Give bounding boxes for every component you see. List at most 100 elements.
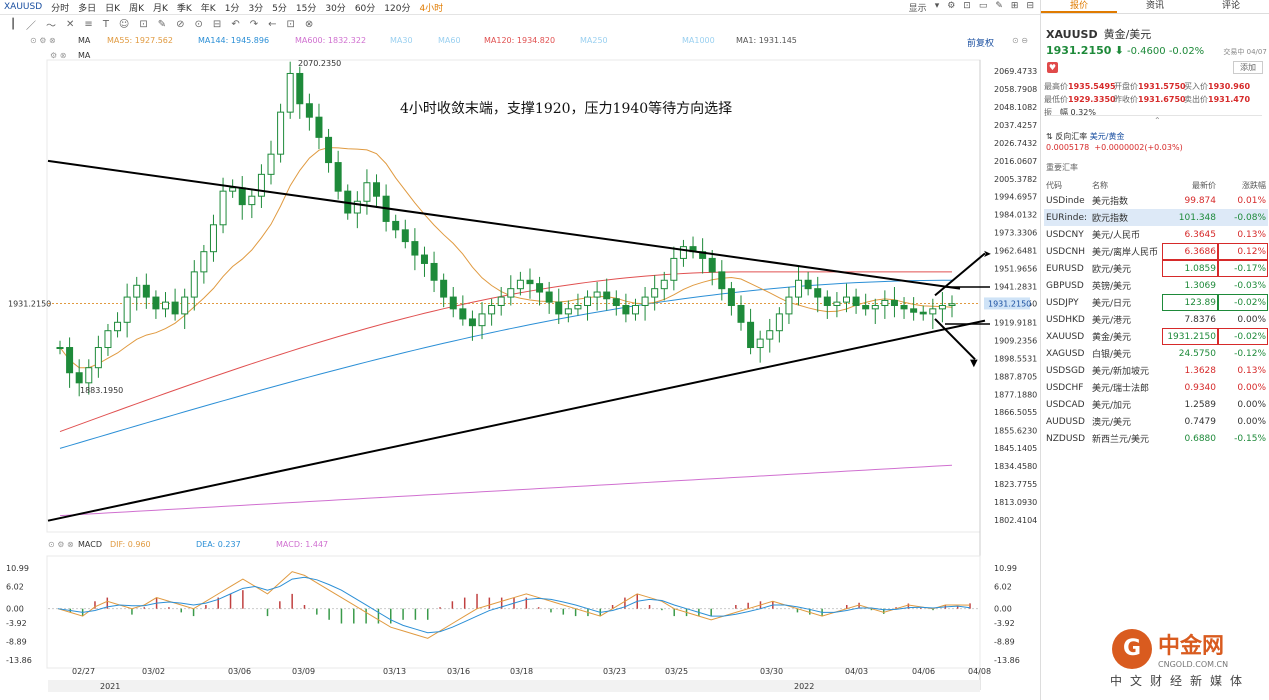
- x-tick-label: 03/09: [292, 667, 315, 676]
- tool-icon-3[interactable]: ✎: [995, 1, 1003, 11]
- draw-tool-icon-2[interactable]: 〜: [46, 20, 57, 32]
- table-row[interactable]: GBPUSD 英镑/美元 1.3069 -0.03%: [1044, 277, 1268, 294]
- related-pair[interactable]: 美元/黄金: [1089, 132, 1125, 141]
- ma-item-4[interactable]: MA60: [438, 36, 461, 45]
- candle-body: [574, 304, 582, 310]
- candle-body: [938, 304, 946, 310]
- period-5[interactable]: 季K: [176, 3, 192, 14]
- rate-name: 美元/瑞士法郎: [1092, 384, 1150, 394]
- period-10[interactable]: 15分: [295, 3, 317, 14]
- draw-tool-icon-6[interactable]: ☺: [118, 18, 130, 30]
- table-row[interactable]: USDHKD 美元/港元 7.8376 0.00%: [1044, 311, 1268, 328]
- col-price: 最新价: [1192, 181, 1216, 190]
- period-4[interactable]: 月K: [152, 3, 168, 14]
- legend-toggle-icon[interactable]: ⊙ ⚙ ⊗: [30, 36, 56, 45]
- tool-icon-4[interactable]: ⊞: [1010, 1, 1019, 11]
- table-row[interactable]: USDCAD 美元/加元 1.2589 0.00%: [1044, 396, 1268, 413]
- rate-change: -0.02%: [1218, 294, 1268, 311]
- panel-controls-icon[interactable]: ⊙ ⊖: [1012, 36, 1028, 45]
- table-row[interactable]: USDCHF 美元/瑞士法郎 0.9340 0.00%: [1044, 379, 1268, 396]
- period-14[interactable]: 4小时: [419, 3, 444, 14]
- candle-body: [85, 367, 93, 384]
- draw-tool-icon-8[interactable]: ✎: [157, 18, 167, 30]
- tab-comment[interactable]: 评论: [1221, 1, 1240, 11]
- period-13[interactable]: 120分: [384, 3, 411, 14]
- table-row[interactable]: EURUSD 欧元/美元 1.0859 -0.17%: [1044, 260, 1268, 277]
- price-tick-label: 1877.1880: [994, 390, 1037, 399]
- draw-tool-icon-11[interactable]: ⊟: [212, 18, 222, 30]
- table-row[interactable]: USDCNY 美元/人民币 6.3645 0.13%: [1044, 226, 1268, 243]
- candle-body: [420, 254, 428, 264]
- period-9[interactable]: 5分: [272, 3, 287, 14]
- candlestick-chart[interactable]: 2069.4733 2058.7908 2048.1082 2037.4257 2026…: [0, 0, 1040, 700]
- period-8[interactable]: 3分: [248, 3, 264, 14]
- rate-change: 0.13%: [1237, 229, 1266, 240]
- rate-code: USDJPY: [1046, 297, 1079, 308]
- period-7[interactable]: 1分: [224, 3, 240, 14]
- display-menu-0[interactable]: 显示: [908, 4, 927, 14]
- tool-icon-1[interactable]: ⊡: [963, 1, 971, 11]
- time-navigator[interactable]: [48, 680, 980, 692]
- ma-item-5[interactable]: MA120: 1934.820: [484, 36, 556, 45]
- x-tick-label: 03/02: [142, 667, 165, 676]
- table-row[interactable]: USDSGD 美元/新加坡元 1.3628 0.13%: [1044, 362, 1268, 379]
- draw-tool-icon-13[interactable]: ↷: [249, 18, 259, 30]
- toolbar-symbol[interactable]: XAUUSD: [4, 2, 43, 12]
- draw-tool-icon-10[interactable]: ⊙: [194, 18, 203, 30]
- add-button[interactable]: 添加: [1233, 61, 1263, 74]
- draw-tool-icon-7[interactable]: ⊡: [139, 18, 148, 30]
- price-tick-label: 1855.6230: [994, 427, 1037, 436]
- draw-tool-icon-15[interactable]: ⊡: [286, 18, 295, 30]
- tool-icon-0[interactable]: ⚙: [947, 1, 956, 11]
- period-12[interactable]: 60分: [354, 3, 376, 14]
- tab-news[interactable]: 资讯: [1145, 1, 1164, 11]
- ma-item-0[interactable]: MA55: 1927.562: [107, 36, 173, 45]
- draw-tool-icon-16[interactable]: ⊗: [304, 18, 314, 30]
- draw-tool-icon-3[interactable]: ✕: [66, 18, 75, 30]
- period-1[interactable]: 多日: [78, 3, 97, 14]
- ma-item-8[interactable]: MA1: 1931.145: [736, 36, 797, 45]
- rate-change: 0.00%: [1237, 416, 1266, 427]
- ma-item-7[interactable]: MA1000: [682, 36, 715, 45]
- draw-tool-icon-12[interactable]: ↶: [231, 18, 240, 30]
- chevron-up-icon[interactable]: ⌃: [1154, 116, 1161, 125]
- ma-item-6[interactable]: MA250: [580, 36, 608, 45]
- table-row[interactable]: EURinde: 欧元指数 101.348 -0.08%: [1044, 209, 1268, 226]
- favorite-icon[interactable]: ♥: [1047, 62, 1058, 73]
- draw-tool-icon-9[interactable]: ⊘: [176, 18, 185, 30]
- restore-button[interactable]: 前复权: [967, 39, 995, 49]
- ma-item-2[interactable]: MA600: 1832.322: [295, 36, 367, 45]
- rate-price: 24.5750: [1178, 348, 1216, 359]
- ma-item-3[interactable]: MA30: [390, 36, 413, 45]
- settings-icon[interactable]: ⚙ ⊗: [50, 51, 67, 60]
- table-row[interactable]: AUDUSD 澳元/美元 0.7479 0.00%: [1044, 413, 1268, 430]
- rate-name: 美元指数: [1092, 197, 1129, 207]
- table-row[interactable]: XAUUSD 黄金/美元 1931.2150 -0.02%: [1044, 328, 1268, 345]
- tool-icon-2[interactable]: ▭: [978, 1, 988, 11]
- period-3[interactable]: 周K: [129, 3, 144, 14]
- period-11[interactable]: 30分: [325, 3, 346, 14]
- draw-tool-icon-5[interactable]: T: [102, 18, 109, 30]
- tab-quote[interactable]: 报价: [1041, 0, 1117, 13]
- display-menu-1[interactable]: ▾: [934, 1, 940, 11]
- period-0[interactable]: 分时: [51, 3, 70, 14]
- draw-tool-icon-0[interactable]: ┃: [10, 18, 17, 30]
- table-row[interactable]: USDinde 美元指数 99.874 0.01%: [1044, 192, 1268, 209]
- rate-change: 0.01%: [1237, 195, 1266, 206]
- ma-item-1[interactable]: MA144: 1945.896: [198, 36, 270, 45]
- table-row[interactable]: NZDUSD 新西兰元/美元 0.6880 -0.15%: [1044, 430, 1268, 447]
- table-row[interactable]: USDJPY 美元/日元 123.89 -0.02%: [1044, 294, 1268, 311]
- draw-tool-icon-14[interactable]: ←: [268, 18, 277, 30]
- macd-settings-icon[interactable]: ⊙ ⚙ ⊗: [48, 540, 74, 549]
- rate-price: 1931.2150: [1162, 328, 1218, 345]
- period-2[interactable]: 日K: [105, 3, 121, 14]
- draw-tool-icon-1[interactable]: ／: [26, 20, 37, 32]
- table-row[interactable]: XAGUSD 白银/美元 24.5750 -0.12%: [1044, 345, 1268, 362]
- rate-name: 白银/美元: [1092, 350, 1132, 360]
- table-row[interactable]: USDCNH 美元/离岸人民币 6.3686 0.12%: [1044, 243, 1268, 260]
- rate-code: USDinde: [1046, 195, 1085, 206]
- draw-tool-icon-4[interactable]: ≡: [84, 18, 93, 30]
- tool-icon-5[interactable]: ⊟: [1026, 1, 1034, 11]
- period-6[interactable]: 年K: [200, 3, 216, 14]
- price-tick-label: 2058.7908: [994, 85, 1037, 94]
